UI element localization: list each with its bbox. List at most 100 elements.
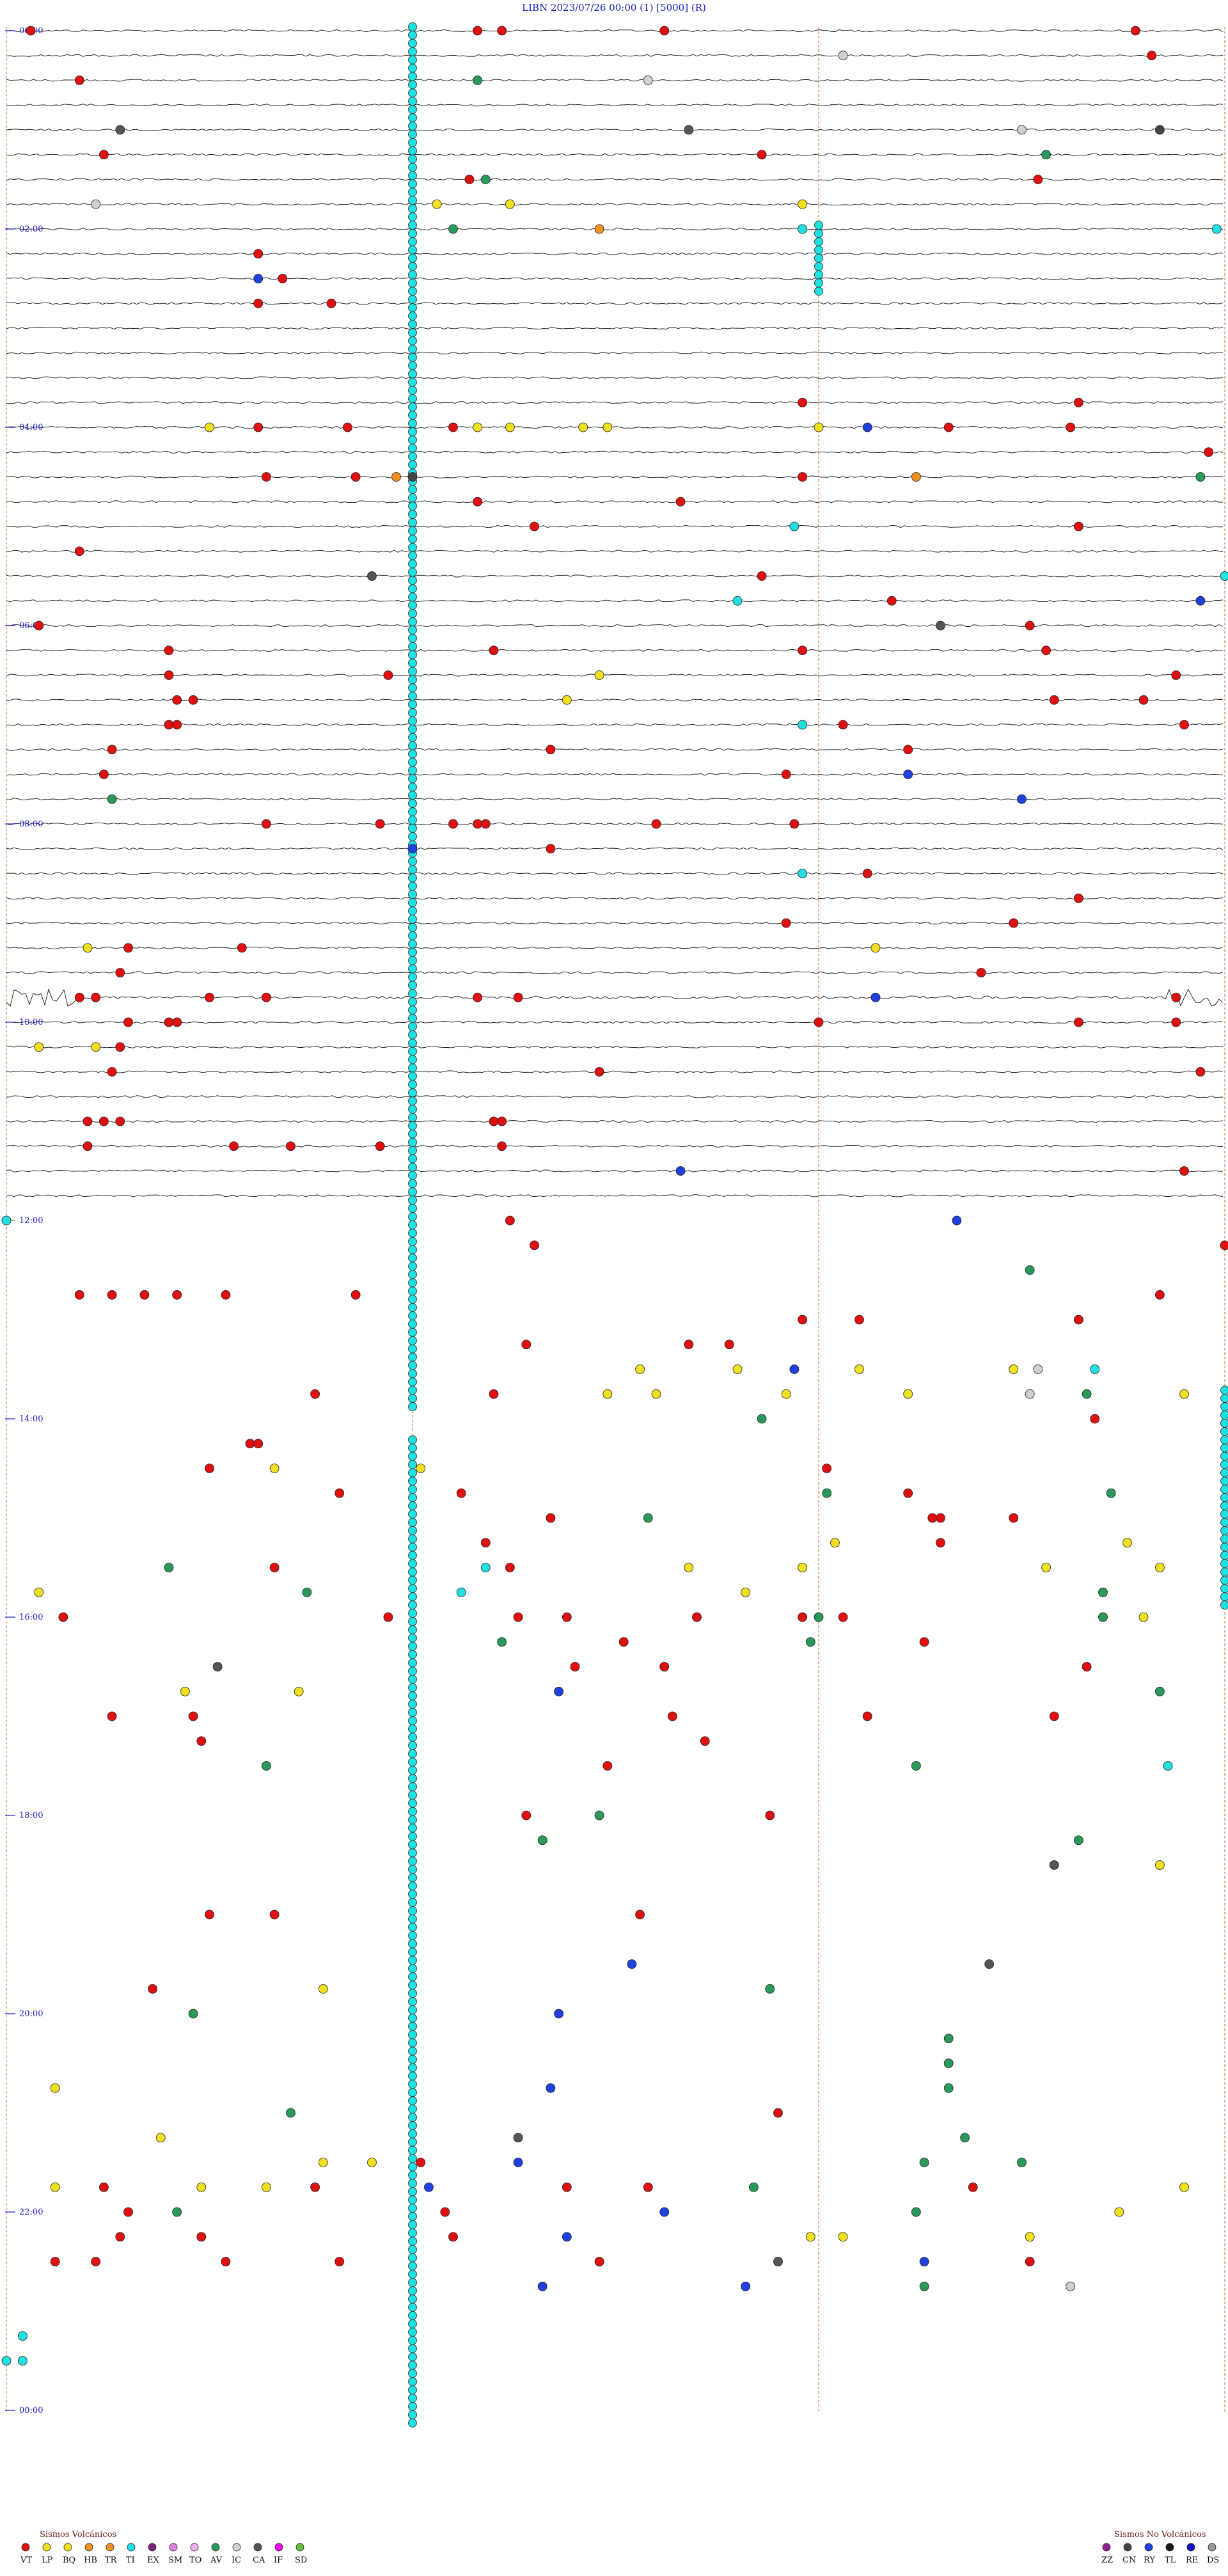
event-marker-lp (684, 1563, 694, 1572)
event-marker-lp (318, 1984, 328, 1994)
trace-line (6, 773, 1224, 776)
event-marker-vt (1179, 1166, 1189, 1176)
event-marker-ti (408, 1576, 417, 1585)
event-marker-vt (1130, 26, 1140, 36)
event-marker-ti (408, 1873, 417, 1883)
event-marker-av (107, 794, 117, 804)
event-marker-ti (408, 2286, 417, 2296)
event-marker-ti (408, 72, 417, 81)
event-marker-ti (408, 915, 417, 924)
event-marker-vt (123, 943, 133, 953)
trace-line (6, 104, 1224, 107)
event-marker-lp (1122, 1538, 1132, 1548)
event-marker-ti (408, 1625, 417, 1634)
event-marker-vt (505, 1215, 515, 1226)
trace-line (6, 822, 1224, 826)
event-marker-ti (408, 1352, 417, 1362)
event-marker-vt (464, 175, 475, 184)
event-marker-ti (408, 592, 417, 602)
event-marker-ti (1211, 224, 1222, 234)
event-marker-ti (408, 1641, 417, 1651)
chart-title: LIBN 2023/07/26 00:00 (1) [5000] (R) (522, 2, 706, 13)
event-marker-ti (408, 534, 417, 544)
event-marker-ti (408, 890, 417, 899)
event-marker-ca (212, 1662, 223, 1671)
legend-code-ds: DS (1207, 2556, 1219, 2565)
event-marker-ic (1025, 1389, 1035, 1399)
event-marker-ti (1220, 1435, 1228, 1444)
event-marker-ti (408, 906, 417, 915)
event-marker-vt (107, 1711, 117, 1721)
trace-line (6, 649, 1224, 652)
event-marker-vt (148, 1984, 158, 1994)
event-marker-ti (408, 1766, 417, 1775)
event-marker-vt (107, 745, 117, 755)
event-marker-vt (115, 968, 125, 977)
legend-code-tr: TR (105, 2556, 118, 2565)
event-marker-av (1082, 1389, 1092, 1399)
event-marker-ti (408, 228, 417, 238)
event-marker-ti (408, 31, 417, 40)
event-marker-ti (1220, 1426, 1228, 1436)
event-marker-vt (1009, 918, 1019, 928)
event-marker-ti (408, 2295, 417, 2303)
event-marker-vt (927, 1513, 938, 1523)
event-marker-ti (408, 146, 417, 155)
event-marker-ti (1220, 1526, 1228, 1535)
event-marker-ry (253, 274, 264, 283)
hour-label: 12:00 (19, 1216, 43, 1226)
event-marker-ti (408, 2179, 417, 2188)
event-marker-ti (408, 2030, 417, 2039)
trace-line (6, 1119, 1224, 1123)
event-marker-ry (627, 1959, 637, 1969)
event-marker-ti (408, 493, 417, 503)
event-marker-ti (408, 1840, 417, 1849)
event-marker-vt (164, 1017, 174, 1027)
event-marker-lp (798, 199, 807, 209)
event-marker-ti (408, 320, 417, 329)
event-marker-ti (408, 129, 417, 139)
event-marker-vt (862, 1711, 872, 1721)
event-marker-lp (830, 1538, 840, 1548)
event-marker-ti (408, 732, 417, 742)
legend-code-av: AV (210, 2556, 223, 2565)
event-marker-vt (757, 571, 767, 581)
event-marker-vt (1179, 720, 1189, 730)
event-marker-vt (188, 1711, 198, 1721)
event-marker-av (188, 2009, 198, 2019)
event-marker-ti (1220, 1410, 1228, 1419)
event-marker-ti (408, 2129, 417, 2138)
event-marker-vt (814, 1017, 824, 1027)
event-marker-hb (911, 472, 921, 482)
event-marker-ti (408, 1212, 417, 1221)
event-marker-vt (1074, 1315, 1083, 1325)
legend-swatch-ds (1208, 2543, 1216, 2552)
legend-code-if: IF (274, 2556, 283, 2565)
event-marker-lp (781, 1389, 791, 1399)
event-marker-vt (83, 1116, 93, 1126)
event-marker-lp (416, 1464, 426, 1473)
event-marker-vt (505, 1563, 515, 1572)
event-marker-vt (1074, 1017, 1083, 1027)
event-marker-ti (408, 47, 417, 56)
event-marker-vt (164, 720, 174, 730)
event-marker-ti (814, 245, 823, 255)
event-marker-ti (408, 1303, 417, 1312)
event-marker-ti (408, 633, 417, 643)
event-marker-ca (684, 125, 694, 135)
event-marker-ti (408, 303, 417, 313)
event-marker-ti (408, 708, 417, 717)
event-marker-ry (546, 2083, 556, 2093)
event-marker-ti (408, 1716, 417, 1725)
event-marker-ti (1220, 1518, 1228, 1527)
event-marker-ti (408, 1609, 417, 1618)
event-marker-ti (408, 1790, 417, 1800)
event-marker-lp (50, 2083, 60, 2093)
event-marker-vt (172, 695, 182, 705)
trace-line (6, 203, 1224, 206)
event-marker-vt (862, 869, 872, 878)
event-marker-vt (98, 2182, 109, 2192)
event-marker-vt (50, 2257, 60, 2266)
event-marker-ti (732, 596, 743, 606)
event-marker-ti (408, 1551, 417, 1560)
